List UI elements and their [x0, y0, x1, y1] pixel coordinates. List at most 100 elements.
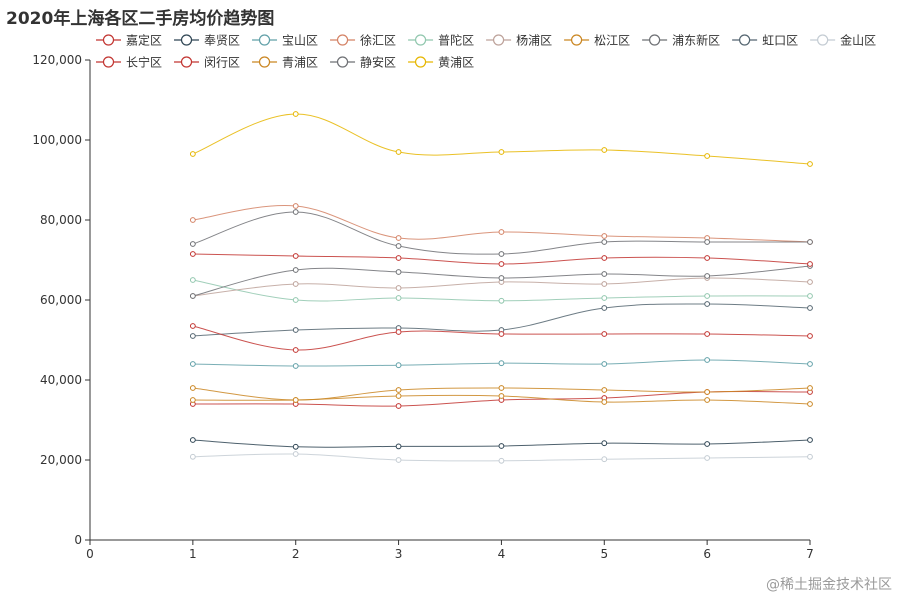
data-point — [189, 361, 196, 367]
data-point — [498, 443, 505, 449]
legend-marker — [336, 34, 349, 46]
legend-label: 金山区 — [840, 33, 876, 48]
data-point — [292, 443, 299, 450]
legend-label: 静安区 — [360, 55, 396, 70]
data-point — [189, 453, 196, 460]
legend-label: 黄浦区 — [438, 56, 474, 70]
data-point — [807, 239, 813, 245]
data-point — [498, 261, 505, 267]
data-point — [395, 403, 402, 409]
legend-label: 虹口区 — [762, 34, 798, 48]
data-point — [807, 401, 813, 407]
data-point — [292, 327, 299, 333]
legend-marker — [414, 56, 427, 68]
axes: 0 20,000 40,000 60,000 80,000 100,000 120,000 0… — [32, 53, 813, 561]
legend-label: 徐汇区 — [360, 33, 396, 48]
legend-label: 松江区 — [594, 34, 630, 48]
y-tick-label: 100,000 — [32, 133, 82, 147]
legend-marker — [102, 56, 115, 68]
data-point — [704, 293, 711, 299]
legend-item[interactable]: 嘉定区 — [96, 33, 162, 48]
legend-item[interactable]: 金山区 — [810, 33, 876, 48]
legend-marker — [336, 56, 349, 68]
legend-marker — [102, 34, 115, 46]
data-point — [189, 385, 196, 391]
data-point — [189, 333, 196, 339]
legend-item[interactable]: 黄浦区 — [408, 56, 474, 70]
data-point — [807, 279, 813, 285]
data-point — [498, 393, 505, 399]
data-point — [807, 261, 813, 267]
series-line — [192, 113, 811, 165]
legend-item[interactable]: 虹口区 — [732, 34, 798, 48]
data-point — [292, 209, 299, 215]
legend-label: 浦东新区 — [672, 33, 720, 48]
data-point — [292, 451, 299, 457]
data-point — [498, 457, 505, 464]
legend-label: 闵行区 — [204, 55, 240, 70]
y-tick-label: 0 — [74, 533, 82, 547]
legend-item[interactable]: 青浦区 — [252, 56, 318, 70]
data-point — [601, 331, 608, 337]
data-point — [704, 397, 711, 403]
data-point — [601, 361, 608, 367]
data-point — [601, 281, 608, 287]
legend-label: 嘉定区 — [126, 33, 162, 48]
data-point — [601, 399, 608, 405]
data-point — [807, 293, 813, 299]
legend-marker — [492, 34, 505, 46]
legend-item[interactable]: 松江区 — [564, 34, 630, 48]
data-point — [601, 387, 608, 393]
data-point — [807, 305, 813, 311]
legend-item[interactable]: 徐汇区 — [330, 33, 396, 48]
y-tick-label: 120,000 — [32, 53, 82, 67]
data-point — [189, 323, 196, 329]
legend-label: 奉贤区 — [204, 34, 240, 48]
data-point — [498, 229, 505, 235]
series-嘉定区 — [189, 389, 813, 409]
data-point — [189, 437, 196, 443]
y-tick-label: 60,000 — [40, 293, 82, 307]
data-point — [498, 297, 505, 304]
data-point — [292, 267, 299, 273]
data-point — [395, 269, 402, 275]
legend-item[interactable]: 普陀区 — [408, 33, 474, 48]
y-tick-label: 40,000 — [40, 373, 82, 387]
y-tick-label: 20,000 — [40, 453, 82, 467]
legend-item[interactable]: 闵行区 — [174, 55, 240, 70]
data-point — [395, 243, 402, 249]
data-point — [601, 255, 608, 261]
data-point — [189, 241, 196, 247]
data-point — [395, 235, 402, 241]
series-静安区 — [189, 209, 813, 257]
legend-item[interactable]: 静安区 — [330, 55, 396, 70]
legend-label: 青浦区 — [282, 56, 318, 70]
series-金山区 — [189, 451, 813, 464]
legend-item[interactable]: 杨浦区 — [486, 33, 552, 48]
data-point — [601, 233, 608, 239]
data-point — [395, 387, 402, 393]
legend-item[interactable]: 长宁区 — [96, 55, 162, 70]
data-point — [807, 453, 813, 460]
data-point — [292, 203, 299, 209]
data-point — [498, 331, 505, 337]
series-浦东新区 — [189, 263, 813, 299]
data-point — [498, 149, 505, 155]
legend-marker — [570, 34, 583, 46]
legend-label: 杨浦区 — [516, 33, 552, 48]
legend-item[interactable]: 浦东新区 — [642, 33, 720, 48]
x-tick-label: 1 — [189, 547, 197, 561]
data-point — [704, 301, 711, 307]
series-lines — [189, 111, 813, 464]
legend-item[interactable]: 宝山区 — [252, 34, 318, 48]
legend-item[interactable]: 奉贤区 — [174, 34, 240, 48]
data-point — [189, 151, 196, 157]
legend-marker — [649, 34, 661, 46]
legend-marker — [414, 34, 427, 46]
legend-marker — [739, 34, 751, 46]
data-point — [601, 239, 608, 245]
data-point — [704, 389, 711, 395]
data-point — [807, 161, 813, 167]
